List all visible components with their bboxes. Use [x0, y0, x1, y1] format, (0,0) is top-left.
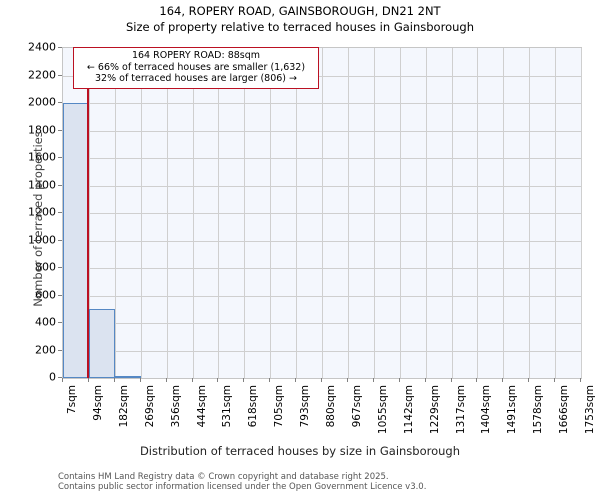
x-axis-tick-label: 444sqm — [196, 385, 208, 428]
gridline-horizontal — [63, 158, 581, 159]
x-axis-tick-mark — [321, 378, 322, 382]
x-axis-tick-label: 182sqm — [118, 385, 130, 428]
x-axis-tick-label: 531sqm — [221, 385, 233, 428]
x-axis-tick-mark — [217, 378, 218, 382]
chart-plot-area — [62, 47, 582, 379]
y-axis-tick-mark — [58, 75, 62, 76]
x-axis-tick-label: 1666sqm — [558, 385, 570, 435]
annotation-line-1: 164 ROPERY ROAD: 88sqm — [131, 50, 261, 61]
gridline-horizontal — [63, 131, 581, 132]
y-axis-tick-label: 600 — [35, 288, 56, 301]
y-axis-tick-label: 200 — [35, 343, 56, 356]
gridline-horizontal — [63, 76, 581, 77]
y-axis-tick-mark — [58, 157, 62, 158]
x-axis-tick-mark — [425, 378, 426, 382]
x-axis-tick-mark — [166, 378, 167, 382]
gridline-horizontal — [63, 103, 581, 104]
x-axis-tick-mark — [114, 378, 115, 382]
annotation-line-3: 32% of terraced houses are larger (806) … — [95, 73, 297, 84]
x-axis-tick-mark — [62, 378, 63, 382]
y-axis-tick-label: 2000 — [28, 95, 56, 109]
x-axis-tick-label: 618sqm — [247, 385, 259, 428]
x-axis-tick-label: 356sqm — [170, 385, 182, 428]
property-marker-line — [87, 48, 89, 378]
gridline-horizontal — [63, 186, 581, 187]
y-axis-tick-mark — [58, 377, 62, 378]
y-axis: 0 200 400 600 800 1000 1200 1400 1600 1800 2000 220… — [0, 41, 62, 384]
y-axis-tick-label: 2200 — [28, 68, 56, 81]
footer-line-1: Contains HM Land Registry data © Crown c… — [58, 472, 389, 482]
x-axis-tick-mark — [88, 378, 89, 382]
title-block: 164, ROPERY ROAD, GAINSBOROUGH, DN21 2NT… — [0, 4, 600, 35]
x-axis-tick-label: 1491sqm — [506, 385, 518, 435]
grid-layer — [63, 48, 582, 378]
page-subtitle: Size of property relative to terraced ho… — [126, 20, 474, 34]
x-axis-tick-label: 1404sqm — [480, 385, 492, 435]
gridline-horizontal — [63, 296, 581, 297]
histogram-bar — [89, 309, 115, 378]
x-axis-tick-mark — [140, 378, 141, 382]
y-axis-tick-mark — [58, 295, 62, 296]
gridline-horizontal — [63, 268, 581, 269]
x-axis-tick-mark — [347, 378, 348, 382]
gridline-horizontal — [63, 213, 581, 214]
y-axis-tick-mark — [58, 350, 62, 351]
x-axis-tick-label: 967sqm — [351, 385, 363, 428]
x-axis-tick-mark — [554, 378, 555, 382]
footer-line-2: Contains public sector information licen… — [58, 482, 427, 492]
x-axis-tick-label: 793sqm — [299, 385, 311, 428]
x-axis-tick-mark — [476, 378, 477, 382]
histogram-bar — [115, 375, 141, 378]
y-axis-tick-label: 1800 — [28, 123, 56, 136]
x-axis-tick-label: 1578sqm — [532, 385, 544, 435]
x-axis-tick-mark — [269, 378, 270, 382]
page-title: 164, ROPERY ROAD, GAINSBOROUGH, DN21 2NT — [159, 4, 441, 18]
x-axis-tick-mark — [580, 378, 581, 382]
y-axis-tick-label: 800 — [35, 260, 56, 274]
x-axis-tick-label: 269sqm — [144, 385, 156, 428]
y-axis-tick-label: 1000 — [28, 233, 56, 246]
gridline-horizontal — [63, 241, 581, 242]
footer-attribution: Contains HM Land Registry data © Crown c… — [58, 472, 426, 492]
y-axis-tick-mark — [58, 47, 62, 48]
x-axis-title: Distribution of terraced houses by size … — [139, 444, 461, 458]
y-axis-tick-mark — [58, 322, 62, 323]
x-axis-tick-mark — [502, 378, 503, 382]
x-axis-tick-label: 7sqm — [66, 385, 78, 415]
x-axis-tick-mark — [451, 378, 452, 382]
y-axis-tick-mark — [58, 267, 62, 268]
x-axis-tick-mark — [192, 378, 193, 382]
y-axis-title: Number of terraced properties — [31, 131, 45, 307]
gridline-horizontal — [63, 351, 581, 352]
y-axis-tick-label: 2400 — [28, 40, 56, 54]
gridline-vertical — [581, 48, 582, 378]
x-axis-tick-label: 1229sqm — [429, 385, 441, 435]
y-axis-tick-label: 400 — [35, 315, 56, 329]
y-axis-tick-mark — [58, 212, 62, 213]
y-axis-tick-mark — [58, 102, 62, 103]
marker-layer — [63, 48, 581, 378]
gridline-horizontal — [63, 323, 581, 324]
y-axis-tick-mark — [58, 185, 62, 186]
y-axis-tick-label: 1400 — [28, 178, 56, 191]
x-axis-tick-mark — [295, 378, 296, 382]
y-axis-tick-label: 1200 — [28, 205, 56, 219]
annotation-callout: 164 ROPERY ROAD: 88sqm ← 66% of terraced… — [73, 47, 319, 89]
y-axis-tick-label: 0 — [49, 370, 56, 384]
x-axis-tick-label: 1753sqm — [584, 385, 596, 435]
x-axis-tick-label: 94sqm — [92, 385, 104, 421]
x-axis-tick-mark — [528, 378, 529, 382]
y-axis-tick-mark — [58, 130, 62, 131]
x-axis-tick-label: 1055sqm — [377, 385, 389, 435]
x-axis-tick-label: 705sqm — [273, 385, 285, 428]
x-axis-tick-label: 1317sqm — [455, 385, 467, 435]
y-axis-tick-mark — [58, 240, 62, 241]
x-axis-tick-mark — [373, 378, 374, 382]
x-axis-tick-label: 880sqm — [325, 385, 337, 428]
y-axis-tick-label: 1600 — [28, 150, 56, 164]
x-axis-tick-mark — [399, 378, 400, 382]
x-axis-tick-mark — [243, 378, 244, 382]
x-axis-tick-label: 1142sqm — [403, 385, 415, 435]
annotation-line-2: ← 66% of terraced houses are smaller (1,… — [86, 61, 306, 73]
